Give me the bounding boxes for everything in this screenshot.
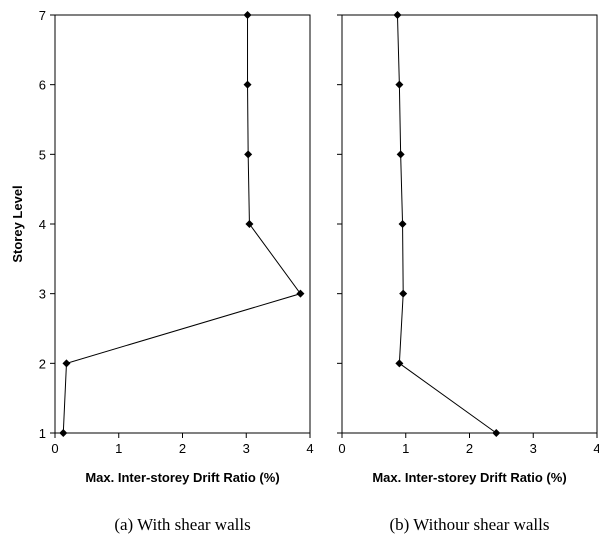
x-tick-label: 2: [179, 441, 186, 456]
data-point-marker: [245, 220, 254, 228]
series-a: [59, 11, 305, 437]
y-tick-label: 4: [39, 217, 46, 232]
data-point-marker: [59, 429, 68, 437]
data-point-marker: [393, 11, 402, 19]
series-line: [62, 15, 302, 434]
x-axis-title-a: Max. Inter-storey Drift Ratio (%): [85, 470, 279, 485]
data-point-marker: [62, 359, 71, 368]
y-ticks-b: [337, 14, 342, 434]
y-ticks-a: 1 2 3 4 5 6 7: [39, 8, 55, 441]
y-tick-label: 3: [39, 287, 46, 302]
data-point-marker: [296, 289, 305, 298]
y-tick-label: 7: [39, 8, 46, 23]
x-tick-label: 3: [243, 441, 250, 456]
x-ticks-b: 0 1 2 3 4: [338, 433, 599, 456]
x-tick-label: 3: [530, 441, 537, 456]
data-point-marker: [395, 80, 404, 89]
series-line: [396, 14, 497, 434]
x-axis-title-b: Max. Inter-storey Drift Ratio (%): [372, 470, 566, 485]
x-tick-label: 2: [466, 441, 473, 456]
x-tick-label: 0: [51, 441, 58, 456]
y-tick-label: 1: [39, 426, 46, 441]
series-b: [393, 11, 501, 437]
plot-frame-b: [341, 14, 598, 434]
x-tick-label: 4: [306, 441, 313, 456]
x-tick-label: 1: [402, 441, 409, 456]
caption-b: (b) Withour shear walls: [390, 515, 550, 534]
data-point-marker: [243, 11, 252, 19]
caption-a: (a) With shear walls: [114, 515, 250, 534]
y-tick-label: 6: [39, 78, 46, 93]
data-point-marker: [399, 289, 408, 298]
data-point-marker: [244, 150, 253, 159]
data-point-marker: [395, 359, 404, 368]
data-point-marker: [398, 220, 407, 228]
x-tick-label: 0: [338, 441, 345, 456]
data-point-marker: [396, 150, 405, 159]
x-ticks-a: 0 1 2 3 4: [51, 433, 314, 456]
y-tick-label: 2: [39, 356, 46, 371]
x-tick-label: 4: [593, 441, 599, 456]
data-point-marker: [243, 80, 252, 89]
y-tick-label: 5: [39, 147, 46, 162]
x-tick-label: 1: [115, 441, 122, 456]
plot-frame-a: [54, 14, 311, 434]
data-point-marker: [492, 429, 501, 437]
y-axis-title-a: Storey Level: [10, 185, 25, 262]
